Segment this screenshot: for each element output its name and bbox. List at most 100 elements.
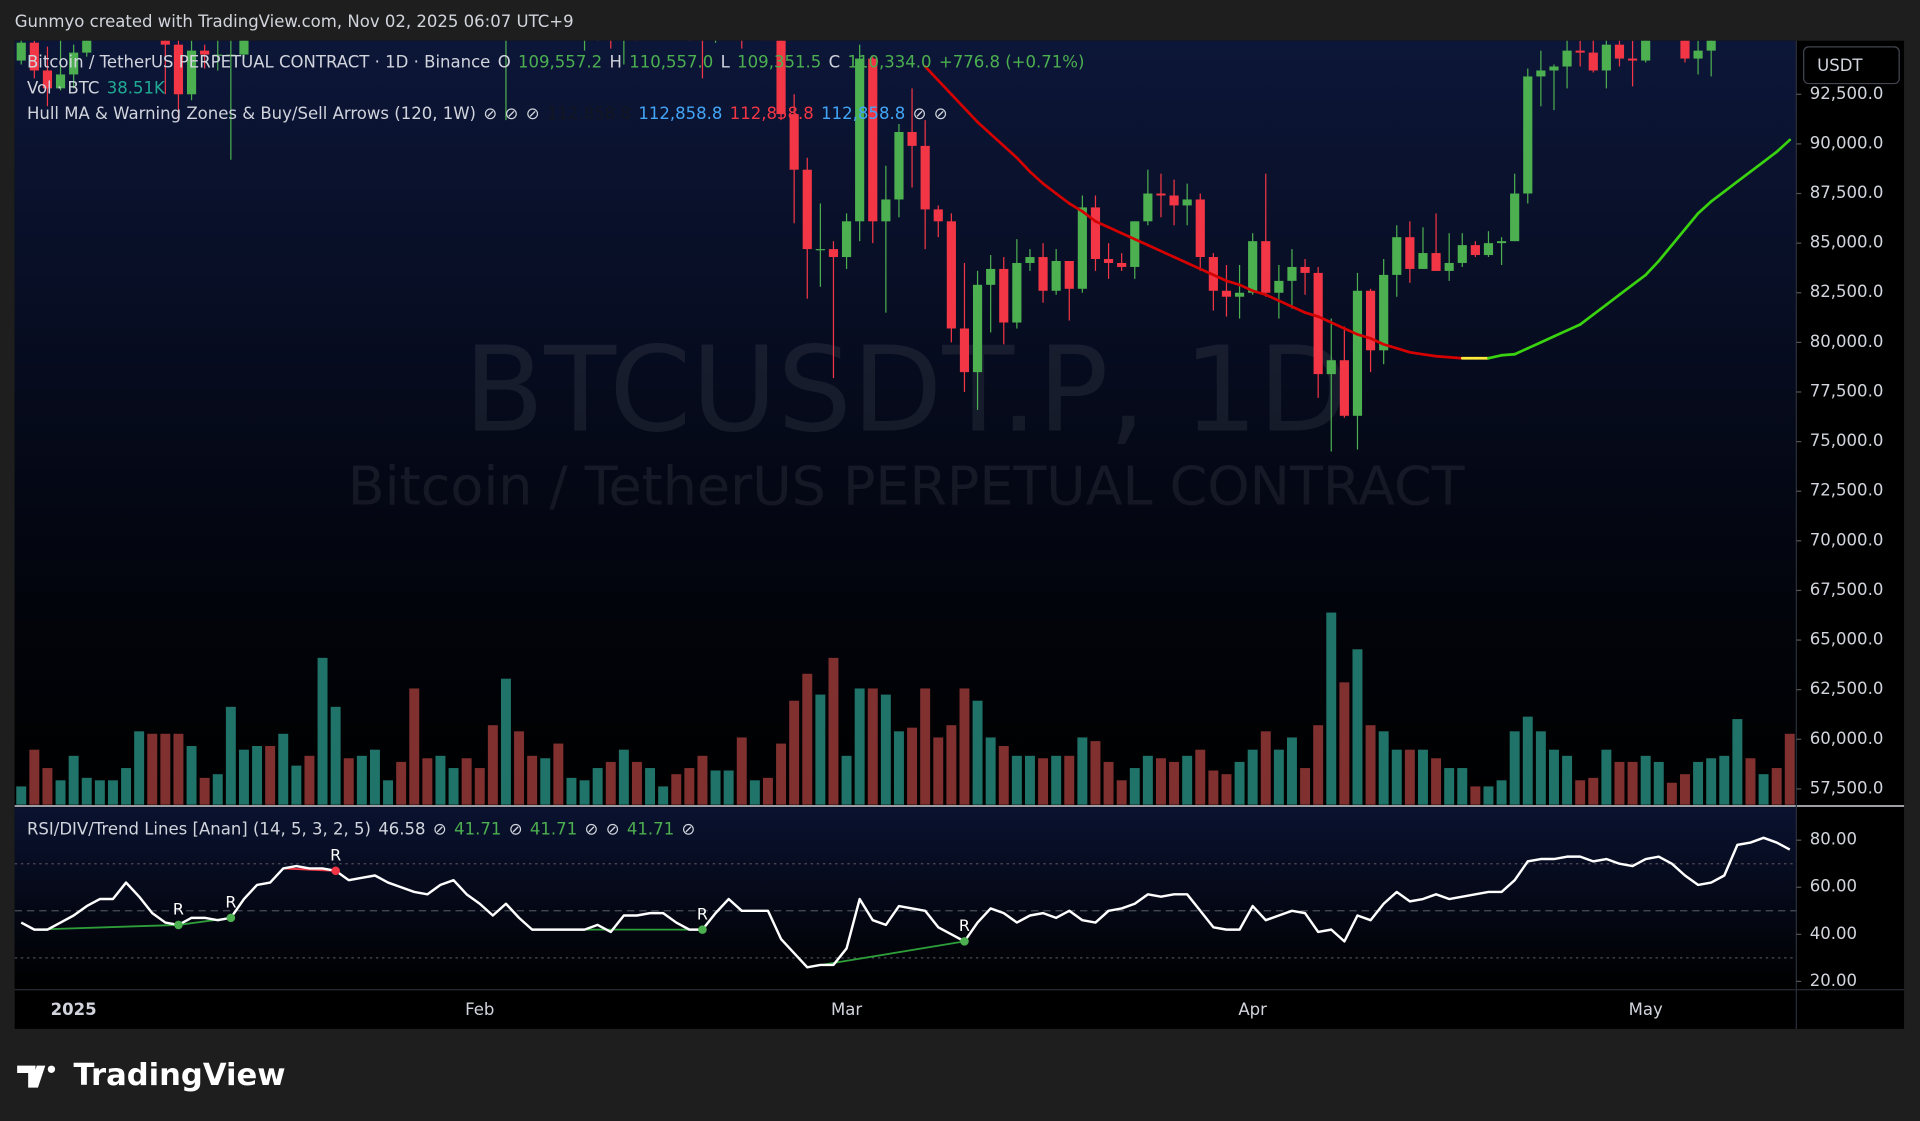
volume-bar: [933, 737, 944, 805]
volume-bar: [1182, 755, 1193, 805]
volume-bar: [893, 731, 904, 805]
volume-bar: [461, 758, 472, 805]
candle-body: [1405, 237, 1415, 269]
legend-item: RSI/DIV/Trend Lines [Anan] (14, 5, 3, 2,…: [27, 819, 371, 838]
hull-segment: [1251, 289, 1268, 297]
y-tick-label: 72,500.0: [1810, 481, 1884, 500]
volume-bar: [107, 780, 118, 805]
volume-bar: [1640, 755, 1651, 805]
volume-bar: [1548, 749, 1559, 805]
volume-bar: [1378, 731, 1389, 805]
candle-body: [173, 44, 184, 95]
candle-body: [1562, 50, 1572, 67]
volume-bar: [618, 749, 629, 805]
volume-bar: [880, 694, 891, 805]
volume-bar: [1391, 749, 1402, 805]
volume-bar: [42, 768, 53, 805]
candle-body: [1287, 266, 1297, 281]
volume-bar: [278, 733, 289, 805]
candle-body: [1575, 50, 1585, 53]
volume-bar: [422, 758, 433, 805]
candle-body: [1300, 266, 1310, 273]
volume-bar: [173, 733, 184, 805]
candle-body: [933, 209, 943, 222]
volume-bar: [186, 746, 197, 805]
candle-body: [1143, 193, 1153, 222]
volume-bar: [684, 768, 695, 805]
volume-bar: [1483, 786, 1494, 805]
rsi-marker-label: R: [959, 916, 970, 935]
y-tick-label: 85,000.0: [1810, 233, 1884, 252]
candle-body: [920, 145, 930, 210]
candle-body: [907, 131, 917, 146]
volume-bar: [1771, 768, 1782, 805]
hull-segment: [1198, 267, 1215, 277]
rsi-marker-label: R: [225, 893, 236, 912]
legend-item: 112,858.8: [638, 104, 722, 123]
volume-bar: [291, 765, 302, 805]
volume-bar: [1142, 755, 1153, 805]
volume-bar: [1339, 682, 1350, 805]
volume-bar: [55, 780, 66, 805]
legend-item: Vol · BTC: [27, 78, 99, 97]
rsi-panel: [14, 807, 1797, 989]
candle-body: [1117, 262, 1127, 267]
volume-bar: [645, 768, 656, 805]
volume-bar: [1496, 780, 1507, 805]
hull-segment: [1369, 337, 1386, 346]
volume-bar: [212, 774, 223, 805]
candle-body: [1195, 199, 1205, 258]
volume-bar: [1365, 725, 1376, 805]
volume-bar: [1588, 777, 1599, 805]
candle-body: [1379, 274, 1389, 351]
candle-body: [1523, 76, 1533, 194]
hull-segment: [1172, 255, 1189, 265]
y-tick-label: 62,500.0: [1810, 679, 1884, 698]
volume-bar: [1103, 761, 1114, 805]
legend-item: 112,858.8: [547, 104, 631, 123]
volume-bar: [802, 673, 813, 805]
legend-item: ⊘: [934, 104, 948, 123]
candle-body: [972, 284, 983, 373]
candle-body: [1156, 193, 1166, 196]
candle-body: [1103, 259, 1114, 263]
candle-body: [1549, 66, 1559, 71]
volume-bar: [723, 770, 734, 805]
legend-item: ⊘: [606, 819, 620, 838]
volume-bar: [1745, 758, 1756, 805]
volume-bar: [776, 743, 787, 805]
rsi-tick-label: 60.00: [1810, 877, 1857, 896]
hull-segment: [1591, 303, 1608, 316]
legend-item: Hull MA & Warning Zones & Buy/Sell Arrow…: [27, 104, 476, 123]
hull-segment: [1002, 144, 1019, 160]
volume-bar: [68, 755, 79, 805]
volume-bar: [1706, 758, 1717, 805]
volume-bar: [920, 688, 931, 805]
volume-bar: [1090, 741, 1101, 805]
candle-body: [1012, 262, 1022, 323]
volume-bar: [134, 731, 145, 805]
y-tick-label: 77,500.0: [1810, 381, 1884, 400]
volume-bar: [1077, 737, 1088, 805]
volume-bar: [330, 706, 341, 805]
candle-body: [16, 42, 26, 61]
currency-button[interactable]: [1803, 46, 1900, 85]
volume-bar: [94, 780, 105, 805]
volume-bar: [1273, 749, 1284, 805]
legend-item: ⊘: [483, 104, 497, 123]
brand-name: TradingView: [73, 1058, 285, 1093]
candle-body: [828, 249, 839, 258]
x-tick-label: Mar: [831, 1000, 862, 1019]
currency-label[interactable]: USDT: [1817, 56, 1863, 75]
candle-body: [1496, 241, 1507, 244]
candle-body: [1182, 199, 1192, 206]
hull-segment: [1094, 219, 1110, 229]
volume-bar: [1051, 755, 1062, 805]
hull-segment: [1447, 355, 1464, 360]
x-tick-label: Feb: [465, 1000, 494, 1019]
brand-logo: TradingView: [17, 1058, 286, 1093]
legend-line: RSI/DIV/Trend Lines [Anan] (14, 5, 3, 2,…: [27, 819, 695, 838]
candle-body: [1064, 260, 1074, 289]
legend-item: 41.71: [530, 819, 577, 838]
candle-body: [1339, 360, 1349, 416]
